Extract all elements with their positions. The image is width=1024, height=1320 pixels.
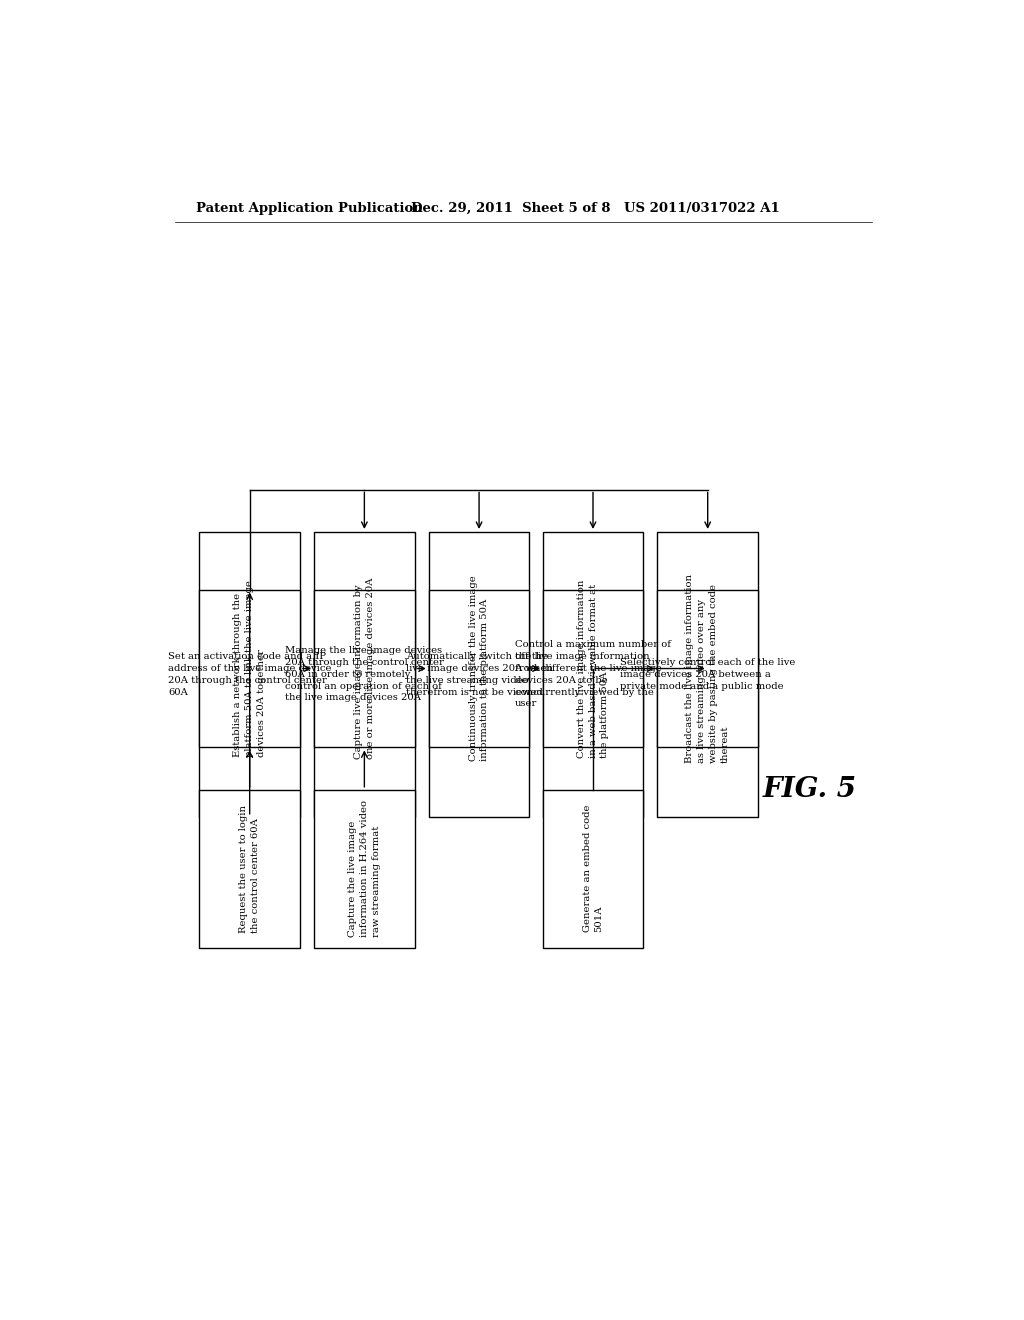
Text: Generate an embed code
501A: Generate an embed code 501A [583,805,603,932]
Text: Capture live image information by
one or more live image devices 20A: Capture live image information by one or… [354,578,375,759]
Text: Manage the live image devices
20A through the control center
60A in order to rem: Manage the live image devices 20A throug… [285,647,443,702]
Bar [314,789,415,948]
Text: Capture the live image
information in H.264 video
raw streaming format: Capture the live image information in H.… [348,800,381,937]
Bar [657,532,758,817]
Text: Dec. 29, 2011  Sheet 5 of 8: Dec. 29, 2011 Sheet 5 of 8 [411,202,610,215]
Text: Continuously transfer the live image
information to the platform 50A: Continuously transfer the live image inf… [469,576,489,762]
Bar [200,590,300,747]
Text: US 2011/0317022 A1: US 2011/0317022 A1 [624,202,779,215]
Bar [429,532,529,817]
Text: Automatically switch off the
live image devices 20A when
the live streaming vide: Automatically switch off the live image … [406,652,553,697]
Bar [314,590,415,747]
Bar [200,789,300,948]
Bar [657,590,758,747]
Bar [200,532,300,817]
Text: Convert the live image information
in a web based viewable format at
the platfor: Convert the live image information in a … [577,579,609,758]
Bar [314,532,415,817]
Text: Set an activation code and a IP
address of the live image device
20A through the: Set an activation code and a IP address … [168,652,332,697]
Bar [429,590,529,747]
Text: Request the user to login
the control center 60A: Request the user to login the control ce… [240,805,260,933]
Text: Broadcast the live image information
as live streaming video over any
website by: Broadcast the live image information as … [685,574,730,763]
Bar [543,789,643,948]
Bar [543,532,643,817]
Bar [543,590,643,747]
Text: Control a maximum number of
the live image information
from different the live i: Control a maximum number of the live ima… [515,640,671,709]
Text: Patent Application Publication: Patent Application Publication [197,202,423,215]
Text: Establish a network through the
platform 50A to link the live image
devices 20A : Establish a network through the platform… [233,579,266,756]
Text: Selectively control each of the live
image devices 20A between a
private mode an: Selectively control each of the live ima… [620,657,796,690]
Text: FIG. 5: FIG. 5 [763,776,857,804]
